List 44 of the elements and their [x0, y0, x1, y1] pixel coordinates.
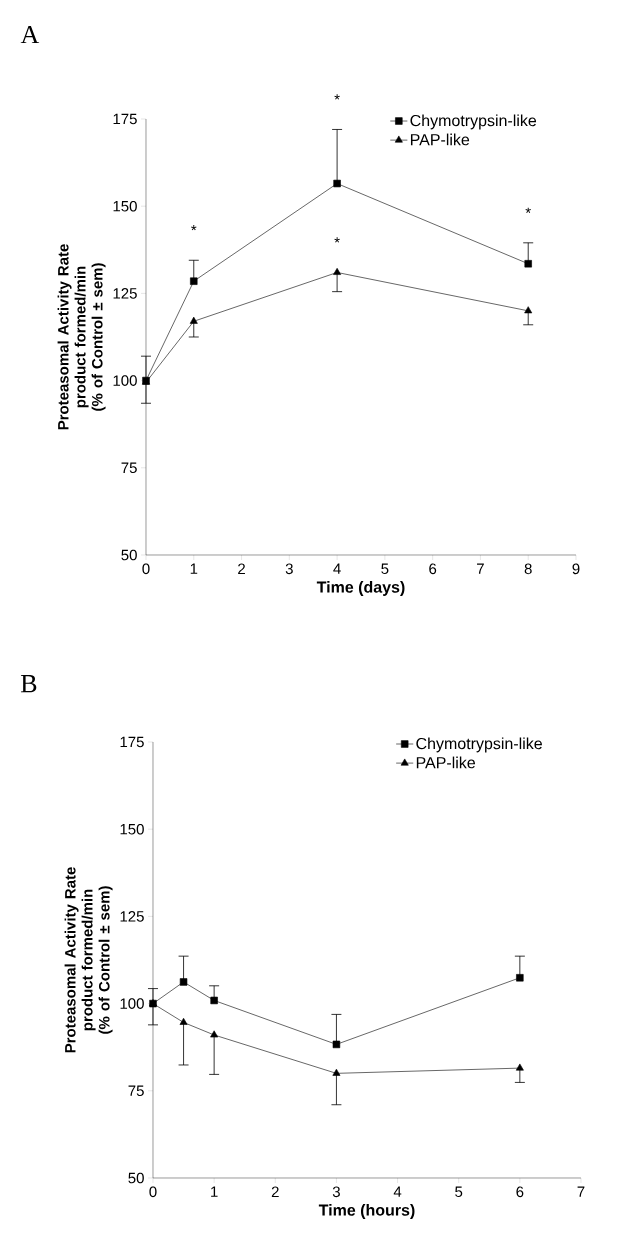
x-tick-label: 2: [238, 563, 245, 574]
x-tick-label: 1: [190, 563, 198, 574]
y-tick-label: 125: [113, 288, 137, 299]
x-tick-label: 4: [333, 563, 341, 574]
x-tick-label: 8: [524, 563, 532, 575]
y-tick-label: 125: [120, 911, 144, 922]
y-tick-label: 75: [128, 1085, 144, 1097]
chart-title: A: [20, 25, 40, 44]
x-tick-label: 1: [211, 1186, 218, 1197]
x-tick-label: 6: [516, 1186, 524, 1198]
y-tick-label: 175: [120, 736, 144, 748]
chart-title: B: [20, 675, 37, 693]
x-axis-title: Time (days): [316, 581, 405, 596]
y-tick-label: 100: [113, 375, 137, 386]
y-tick-label: 50: [121, 549, 137, 561]
x-tick-label: 3: [285, 563, 293, 575]
x-tick-label: 0: [142, 563, 150, 575]
x-tick-label: 3: [332, 1186, 340, 1198]
legend-label: Chymotrypsin-like: [416, 737, 542, 753]
y-tick-label: 100: [120, 998, 144, 1009]
x-tick-label: 0: [149, 1186, 157, 1198]
x-tick-label: 9: [572, 563, 580, 575]
x-tick-label: 4: [393, 1186, 402, 1197]
annotation: *: [525, 207, 531, 213]
legend-label: Chymotrypsin-like: [410, 114, 537, 130]
x-tick-label: 6: [429, 563, 437, 575]
x-tick-label: 7: [577, 1186, 585, 1197]
y-tick-label: 150: [120, 823, 144, 835]
x-tick-label: 5: [381, 563, 389, 574]
y-axis-title: Proteasomal Activity Rate product formed/min (% of Control ± sem): [64, 867, 113, 1053]
x-tick-label: 2: [271, 1186, 279, 1197]
y-tick-label: 175: [113, 113, 137, 125]
y-axis-title: Proteasomal Activity Rate product formed/min (% of Control ± sem): [57, 244, 106, 430]
legend-label: PAP-like: [416, 756, 475, 769]
legend-label: PAP-like: [410, 133, 470, 146]
y-tick-label: 150: [113, 200, 137, 212]
annotation: *: [334, 237, 340, 243]
annotation: *: [191, 225, 197, 231]
annotation: *: [334, 94, 340, 100]
x-axis-title: Time (hours): [318, 1204, 415, 1219]
y-tick-label: 75: [121, 462, 137, 474]
y-tick-label: 50: [128, 1172, 144, 1184]
x-tick-label: 5: [455, 1186, 463, 1197]
x-tick-label: 7: [477, 563, 484, 574]
